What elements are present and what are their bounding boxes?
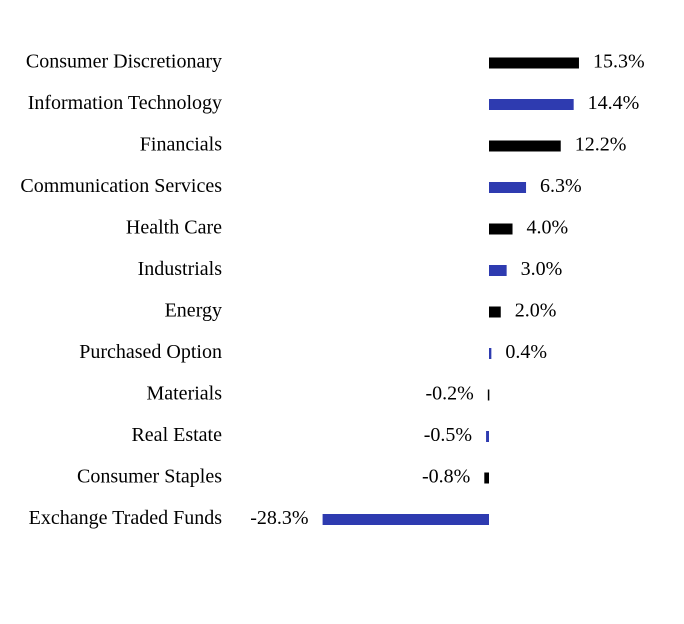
bar [487, 389, 490, 401]
category-label: Consumer Staples [77, 466, 222, 488]
category-label: Communication Services [20, 175, 222, 197]
category-label: Consumer Discretionary [26, 51, 222, 73]
category-label: Information Technology [28, 92, 222, 114]
bar [489, 306, 501, 318]
value-label: 12.2% [575, 134, 627, 156]
bar [489, 140, 561, 152]
value-label: 6.3% [540, 175, 582, 197]
category-label: Industrials [138, 258, 223, 280]
category-label: Purchased Option [79, 341, 222, 363]
value-label: -0.8% [422, 466, 470, 488]
value-label: 2.0% [515, 300, 557, 322]
value-label: 3.0% [521, 258, 563, 280]
value-label: -0.5% [424, 424, 472, 446]
value-label: 15.3% [593, 51, 645, 73]
category-label: Financials [140, 134, 222, 156]
category-label: Health Care [126, 217, 222, 239]
bar [489, 348, 492, 359]
bar [484, 472, 489, 484]
value-label: -28.3% [250, 507, 308, 529]
bar [489, 223, 513, 235]
category-label: Energy [165, 300, 222, 322]
bar [489, 99, 574, 110]
bar [489, 57, 579, 69]
category-label: Materials [146, 383, 222, 405]
value-label: 4.0% [527, 217, 569, 239]
category-label: Exchange Traded Funds [29, 507, 223, 529]
value-label: 14.4% [588, 92, 640, 114]
bar [486, 431, 489, 442]
category-label: Real Estate [131, 424, 222, 446]
bar [489, 182, 527, 193]
bar [322, 514, 489, 525]
value-label: 0.4% [505, 341, 547, 363]
value-label: -0.2% [425, 383, 473, 405]
bar [489, 265, 507, 276]
